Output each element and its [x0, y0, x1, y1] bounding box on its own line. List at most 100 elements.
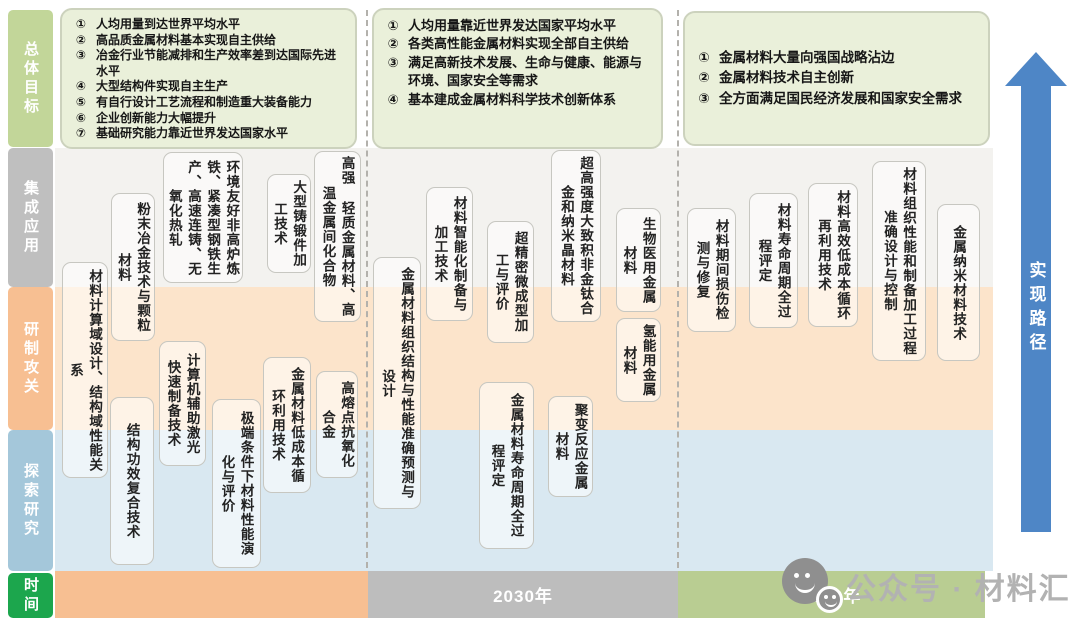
goal-item-number: ①: [698, 50, 710, 66]
goal-item: ② 高品质金属材料基本实现自主供给: [72, 33, 345, 49]
roadmap-pill-text: 超高强度大致积非金钛合金和纳米晶材料: [559, 156, 594, 316]
goal-item: ③ 满足高新技术发展、生命与健康、能源与环境、国家安全等需求: [384, 54, 651, 91]
goal-item: ① 人均用量到达世界平均水平: [72, 17, 345, 33]
goal-item-number: ③: [387, 54, 399, 70]
goal-item: ③ 全方面满足国民经济发展和国家安全需求: [695, 89, 978, 109]
goal-item-number: ②: [698, 70, 710, 86]
goal-item-text: 满足高新技术发展、生命与健康、能源与环境、国家安全等需求: [408, 54, 643, 89]
roadmap-pill-text: 大型铸锻件加工技术: [272, 180, 307, 267]
goal-item-number: ④: [387, 91, 399, 107]
roadmap-pill-text: 超精密微成型加工与评价: [493, 231, 528, 333]
goal-box-2030: ① 人均用量靠近世界发达国家平均水平 ② 各类高性能金属材料实现全部自主供给 ③ 满足高新…: [372, 8, 663, 149]
roadmap-pill: 聚变反应金属材料: [548, 396, 593, 497]
goal-item: ④ 大型结构件实现自主生产: [72, 79, 345, 95]
goal-item: ⑥ 企业创新能力大幅提升: [72, 111, 345, 127]
roadmap-pill: 金属纳米材料技术: [937, 204, 980, 361]
roadmap-pill-text: 聚变反应金属材料: [553, 403, 588, 490]
goal-item-number: ⑥: [75, 110, 87, 125]
goal-item-text: 企业创新能力大幅提升: [96, 110, 217, 125]
goal-item-text: 金属材料大量向强国战略沾边: [719, 50, 895, 66]
period-divider-2050: [677, 10, 679, 568]
roadmap-pill: 金属材料组织结构与性能准确预测与设计: [373, 257, 421, 509]
time-band-1: [55, 571, 368, 618]
roadmap-pill-text: 金属材料寿命周期全过程评定: [489, 393, 524, 538]
goal-item-text: 人均用量靠近世界发达国家平均水平: [408, 18, 617, 33]
goal-item-text: 高品质金属材料基本实现自主供给: [96, 32, 277, 47]
wechat-account-icon-small: [816, 586, 843, 613]
sidebar-row-integrated-application: 集成应用: [8, 148, 53, 287]
roadmap-pill: 材料智能化制备与加工技术: [426, 187, 473, 321]
goal-box-2050: ① 金属材料大量向强国战略沾边 ② 金属材料技术自主创新 ③ 全方面满足国民经济发展和国家…: [683, 11, 990, 146]
roadmap-pill: 材料组织性能和制备加工过程准确设计与控制: [872, 161, 926, 361]
roadmap-pill: 超高强度大致积非金钛合金和纳米晶材料: [551, 150, 601, 322]
goal-item-text: 人均用量到达世界平均水平: [96, 17, 241, 31]
goal-item: ④ 基本建成金属材料科学技术创新体系: [384, 91, 651, 109]
goal-item: ⑤ 有自行设计工艺流程和制造重大装备能力: [72, 95, 345, 111]
roadmap-pill-text: 金属材料组织结构与性能准确预测与设计: [380, 267, 415, 499]
arrow-up-icon: [1005, 52, 1067, 86]
implementation-path-arrow: 实现路径: [1004, 52, 1068, 534]
goal-item-number: ②: [387, 36, 399, 52]
goal-item-text: 基本建成金属材料科学技术创新体系: [408, 91, 617, 107]
roadmap-pill-text: 材料组织性能和制备加工过程准确设计与控制: [882, 166, 917, 356]
roadmap-pill: 材料高效低成本循环再利用技术: [808, 183, 858, 327]
roadmap-pill-text: 环境友好非高炉炼铁、紧凑型钢铁生产、高速连铸、无氧化热轧: [166, 159, 240, 276]
roadmap-pill: 大型铸锻件加工技术: [267, 174, 311, 273]
roadmap-pill: 结构功效复合技术: [110, 397, 154, 565]
arrow-shaft: 实现路径: [1021, 86, 1051, 532]
roadmap-pill-text: 材料智能化制备与加工技术: [432, 196, 467, 312]
goal-item-text: 有自行设计工艺流程和制造重大装备能力: [96, 94, 313, 109]
roadmap-pill: 超精密微成型加工与评价: [487, 221, 534, 343]
roadmap-pill: 粉末冶金技术与颗粒材料: [111, 193, 155, 341]
roadmap-pill-text: 材料寿命周期全过程评定: [756, 202, 791, 319]
roadmap-pill: 金属材料低成本循环利用技术: [263, 357, 311, 493]
roadmap-pill-text: 结构功效复合技术: [124, 423, 140, 539]
time-band-2: 2030年: [368, 571, 678, 618]
sidebar-row-time: 时间: [8, 573, 53, 618]
goal-item-text: 金属材料技术自主创新: [719, 70, 854, 86]
roadmap-pill: 金属材料寿命周期全过程评定: [479, 382, 534, 549]
roadmap-pill: 生物医用金属材料: [616, 208, 661, 312]
goal-item-text: 大型结构件实现自主生产: [96, 79, 229, 94]
period-divider-2030: [366, 10, 368, 568]
goal-item: ① 人均用量靠近世界发达国家平均水平: [384, 17, 651, 35]
roadmap-pill-text: 金属纳米材料技术: [951, 224, 967, 341]
roadmap-pill-text: 粉末冶金技术与颗粒材料: [116, 201, 151, 333]
roadmap-pill-text: 计算机辅助激光快速制备技术: [165, 352, 200, 455]
goal-item: ③ 冶金行业节能减排和生产效率差到达国际先进水平: [72, 48, 345, 79]
roadmap-pill: 材料计算域设计、结构域性能关系: [62, 262, 108, 478]
watermark-text: 公众号 · 材料汇: [846, 573, 1071, 606]
roadmap-pill-text: 氢能用金属材料: [621, 323, 656, 397]
sidebar-row-development-tackling: 研制攻关: [8, 287, 53, 430]
roadmap-pill: 氢能用金属材料: [616, 318, 661, 402]
goal-item: ① 金属材料大量向强国战略沾边: [695, 48, 978, 68]
roadmap-pill-text: 材料高效低成本循环再利用技术: [816, 189, 851, 321]
roadmap-pill-text: 高熔点抗氧化合金: [320, 381, 355, 468]
roadmap-pill-text: 高强 轻质金属材料、高温金属间化合物: [320, 156, 355, 317]
roadmap-pill: 材料期间损伤检测与修复: [687, 208, 736, 332]
roadmap-pill: 高强 轻质金属材料、高温金属间化合物: [314, 151, 361, 322]
goal-item: ② 各类高性能金属材料实现全部自主供给: [384, 35, 651, 53]
goal-item-text: 各类高性能金属材料实现全部自主供给: [408, 36, 630, 52]
roadmap-pill-text: 生物医用金属材料: [621, 216, 656, 304]
roadmap-pill: 高熔点抗氧化合金: [316, 371, 358, 478]
roadmap-pill-text: 材料计算域设计、结构域性能关系: [68, 268, 103, 472]
goal-item: ② 金属材料技术自主创新: [695, 68, 978, 88]
goal-item-number: ②: [75, 32, 87, 47]
goal-item-text: 冶金行业节能减排和生产效率差到达国际先进水平: [96, 48, 337, 78]
goal-item-text: 全方面满足国民经济发展和国家安全需求: [719, 90, 962, 106]
goal-item-number: ①: [75, 17, 87, 31]
roadmap-pill: 环境友好非高炉炼铁、紧凑型钢铁生产、高速连铸、无氧化热轧: [163, 152, 243, 283]
sidebar-row-exploratory-research: 探索研究: [8, 430, 53, 571]
sidebar-row-overall-goals: 总体目标: [8, 10, 53, 147]
roadmap-pill: 计算机辅助激光快速制备技术: [159, 341, 206, 466]
goal-item-number: ①: [387, 18, 399, 33]
goal-item-number: ③: [75, 48, 87, 63]
roadmap-pill-text: 材料期间损伤检测与修复: [694, 219, 729, 321]
goal-item: ⑦ 基础研究能力靠近世界发达国家水平: [72, 126, 345, 142]
roadmap-pill-text: 极端条件下材料性能演化与评价: [219, 411, 254, 556]
roadmap-pill-text: 金属材料低成本循环利用技术: [270, 367, 305, 483]
goal-item-number: ③: [698, 90, 710, 106]
roadmap-pill: 材料寿命周期全过程评定: [749, 193, 798, 328]
